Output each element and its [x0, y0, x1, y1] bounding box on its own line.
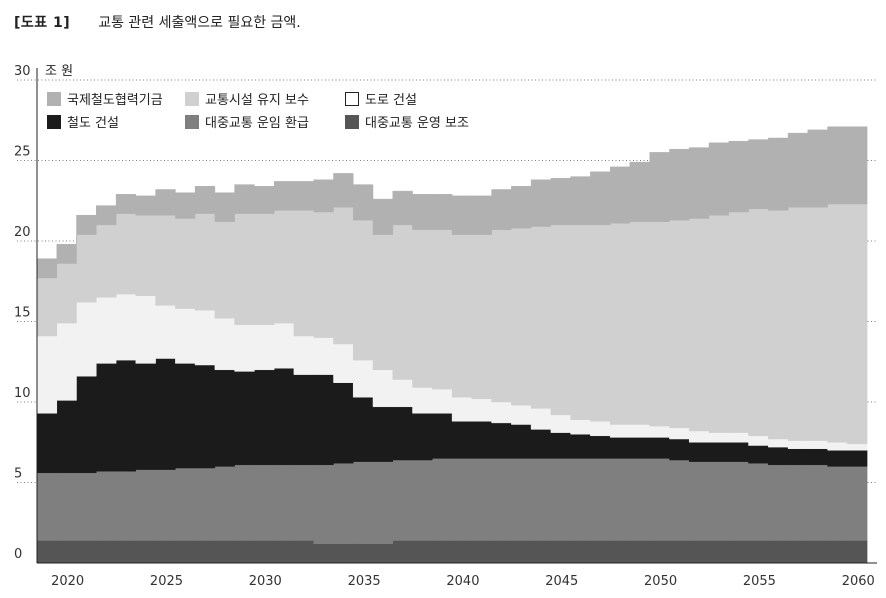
x-tick-label-2025: 2025: [150, 574, 183, 589]
area-series-1: [36, 458, 868, 544]
y-tick-label-25: 25: [14, 145, 31, 160]
legend-item-4: 대중교통 운임 환급: [185, 112, 309, 131]
legend-label: 대중교통 운영 보조: [365, 116, 469, 131]
legend-item-0: 국제철도협력기금: [47, 89, 163, 108]
x-tick-label-2050: 2050: [644, 574, 677, 589]
legend-swatch: [345, 91, 359, 106]
x-tick-label-2035: 2035: [348, 574, 381, 589]
y-tick-labels: 0 5 10 15 20 25 30: [14, 64, 31, 562]
legend-swatch: [185, 91, 199, 106]
x-tick-label-2030: 2030: [249, 574, 282, 589]
x-tick-label-2060: 2060: [842, 574, 875, 589]
x-tick-labels: 2020 2025 2030 2035 2040 2045 2050 2055 2060: [51, 574, 875, 589]
legend-label: 철도 건설: [67, 116, 119, 131]
figure-header: [도표 1] 교통 관련 세출액으로 필요한 금액.: [14, 10, 301, 34]
legend-item-2: 도로 건설: [345, 89, 417, 108]
chart-axes: [36, 68, 877, 564]
legend-label: 국제철도협력기금: [67, 93, 163, 108]
y-tick-label-0: 0: [14, 547, 22, 562]
figure-title: 교통 관련 세출액으로 필요한 금액.: [98, 15, 301, 31]
y-tick-label-30: 30: [14, 64, 31, 79]
legend-swatch: [185, 114, 199, 129]
chart-areas: [36, 126, 868, 564]
legend-item-3: 철도 건설: [47, 112, 119, 131]
legend-swatch: [345, 114, 359, 129]
legend-item-5: 대중교통 운영 보조: [345, 112, 469, 131]
figure-number: [도표 1]: [14, 15, 71, 31]
y-tick-label-20: 20: [14, 225, 31, 240]
legend-swatch: [47, 91, 61, 106]
x-tick-label-2045: 2045: [545, 574, 578, 589]
y-tick-label-15: 15: [14, 306, 31, 321]
x-tick-label-2055: 2055: [743, 574, 776, 589]
legend-label: 도로 건설: [365, 93, 417, 108]
y-axis-unit-label: 조 원: [45, 64, 74, 79]
area-series-5: [36, 126, 868, 279]
legend-label: 대중교통 운임 환급: [205, 116, 309, 131]
legend-swatch: [47, 114, 61, 129]
y-tick-label-10: 10: [14, 386, 31, 401]
legend-label: 교통시설 유지 보수: [205, 93, 309, 108]
x-tick-label-2040: 2040: [446, 574, 479, 589]
x-tick-label-2020: 2020: [51, 574, 84, 589]
y-tick-label-5: 5: [14, 467, 22, 482]
area-series-0: [36, 540, 868, 564]
legend-item-1: 교통시설 유지 보수: [185, 89, 309, 108]
